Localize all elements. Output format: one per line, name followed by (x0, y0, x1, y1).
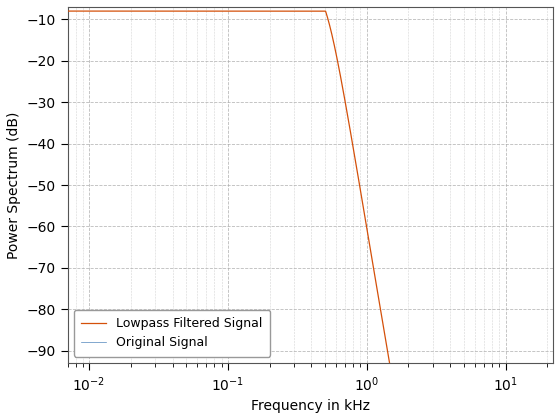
Y-axis label: Power Spectrum (dB): Power Spectrum (dB) (7, 111, 21, 259)
Lowpass Filtered Signal (550, 369, 557, 374)
Legend: Lowpass Filtered Signal, Original Signal: Lowpass Filtered Signal, Original Signal (74, 310, 270, 357)
Lowpass Filtered Signal (388, 369, 394, 374)
Lowpass Filtered Signal (320, 8, 326, 13)
Lowpass Filtered Signal (64, 8, 71, 13)
Lowpass Filtered Signal (90, 8, 96, 13)
Lowpass Filtered Signal (136, 8, 143, 13)
Line: Lowpass Filtered Signal: Lowpass Filtered Signal (68, 11, 553, 371)
X-axis label: Frequency in kHz: Frequency in kHz (251, 399, 370, 413)
Lowpass Filtered Signal (312, 8, 319, 13)
Lowpass Filtered Signal (360, 202, 366, 207)
Lowpass Filtered Signal (190, 8, 197, 13)
